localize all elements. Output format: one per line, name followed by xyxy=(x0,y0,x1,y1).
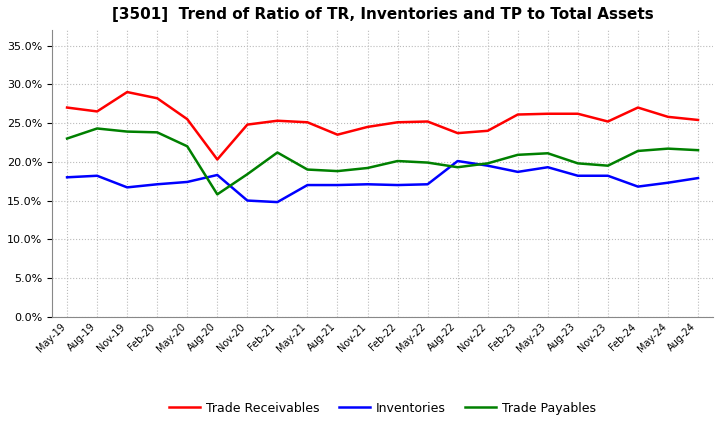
Trade Receivables xyxy=(93,109,102,114)
Inventories xyxy=(303,183,312,188)
Inventories xyxy=(634,184,642,189)
Trade Receivables xyxy=(333,132,342,137)
Trade Payables xyxy=(603,163,612,169)
Trade Receivables xyxy=(213,157,222,162)
Trade Receivables xyxy=(273,118,282,123)
Inventories xyxy=(123,185,132,190)
Inventories xyxy=(393,183,402,188)
Inventories xyxy=(363,182,372,187)
Trade Payables xyxy=(333,169,342,174)
Trade Payables xyxy=(243,172,252,177)
Trade Receivables xyxy=(423,119,432,124)
Inventories xyxy=(574,173,582,178)
Trade Receivables xyxy=(123,89,132,95)
Title: [3501]  Trend of Ratio of TR, Inventories and TP to Total Assets: [3501] Trend of Ratio of TR, Inventories… xyxy=(112,7,654,22)
Trade Receivables xyxy=(454,131,462,136)
Trade Payables xyxy=(574,161,582,166)
Inventories xyxy=(333,183,342,188)
Inventories xyxy=(544,165,552,170)
Trade Payables xyxy=(693,147,702,153)
Trade Receivables xyxy=(243,122,252,127)
Inventories xyxy=(423,182,432,187)
Trade Receivables xyxy=(63,105,71,110)
Inventories xyxy=(213,172,222,178)
Trade Receivables xyxy=(603,119,612,124)
Line: Trade Payables: Trade Payables xyxy=(67,128,698,194)
Trade Receivables xyxy=(153,95,161,101)
Trade Payables xyxy=(513,152,522,158)
Trade Payables xyxy=(483,161,492,166)
Trade Payables xyxy=(664,146,672,151)
Inventories xyxy=(153,182,161,187)
Trade Payables xyxy=(634,148,642,154)
Inventories xyxy=(93,173,102,178)
Inventories xyxy=(603,173,612,178)
Trade Payables xyxy=(63,136,71,141)
Trade Receivables xyxy=(363,124,372,129)
Trade Payables xyxy=(303,167,312,172)
Trade Receivables xyxy=(693,117,702,123)
Trade Payables xyxy=(123,129,132,134)
Trade Payables xyxy=(454,165,462,170)
Line: Inventories: Inventories xyxy=(67,161,698,202)
Trade Receivables xyxy=(303,120,312,125)
Trade Receivables xyxy=(483,128,492,133)
Trade Receivables xyxy=(574,111,582,117)
Inventories xyxy=(693,176,702,181)
Legend: Trade Receivables, Inventories, Trade Payables: Trade Receivables, Inventories, Trade Pa… xyxy=(164,396,601,419)
Trade Receivables xyxy=(664,114,672,120)
Trade Receivables xyxy=(183,117,192,122)
Trade Payables xyxy=(213,192,222,197)
Trade Payables xyxy=(393,158,402,164)
Trade Receivables xyxy=(513,112,522,117)
Inventories xyxy=(664,180,672,185)
Inventories xyxy=(513,169,522,175)
Trade Payables xyxy=(153,130,161,135)
Trade Payables xyxy=(183,144,192,149)
Inventories xyxy=(183,180,192,185)
Trade Receivables xyxy=(634,105,642,110)
Trade Receivables xyxy=(393,120,402,125)
Inventories xyxy=(454,158,462,164)
Trade Receivables xyxy=(544,111,552,117)
Line: Trade Receivables: Trade Receivables xyxy=(67,92,698,159)
Trade Payables xyxy=(93,126,102,131)
Inventories xyxy=(243,198,252,203)
Inventories xyxy=(273,199,282,205)
Trade Payables xyxy=(273,150,282,155)
Trade Payables xyxy=(544,150,552,156)
Trade Payables xyxy=(363,165,372,171)
Inventories xyxy=(63,175,71,180)
Trade Payables xyxy=(423,160,432,165)
Inventories xyxy=(483,163,492,169)
